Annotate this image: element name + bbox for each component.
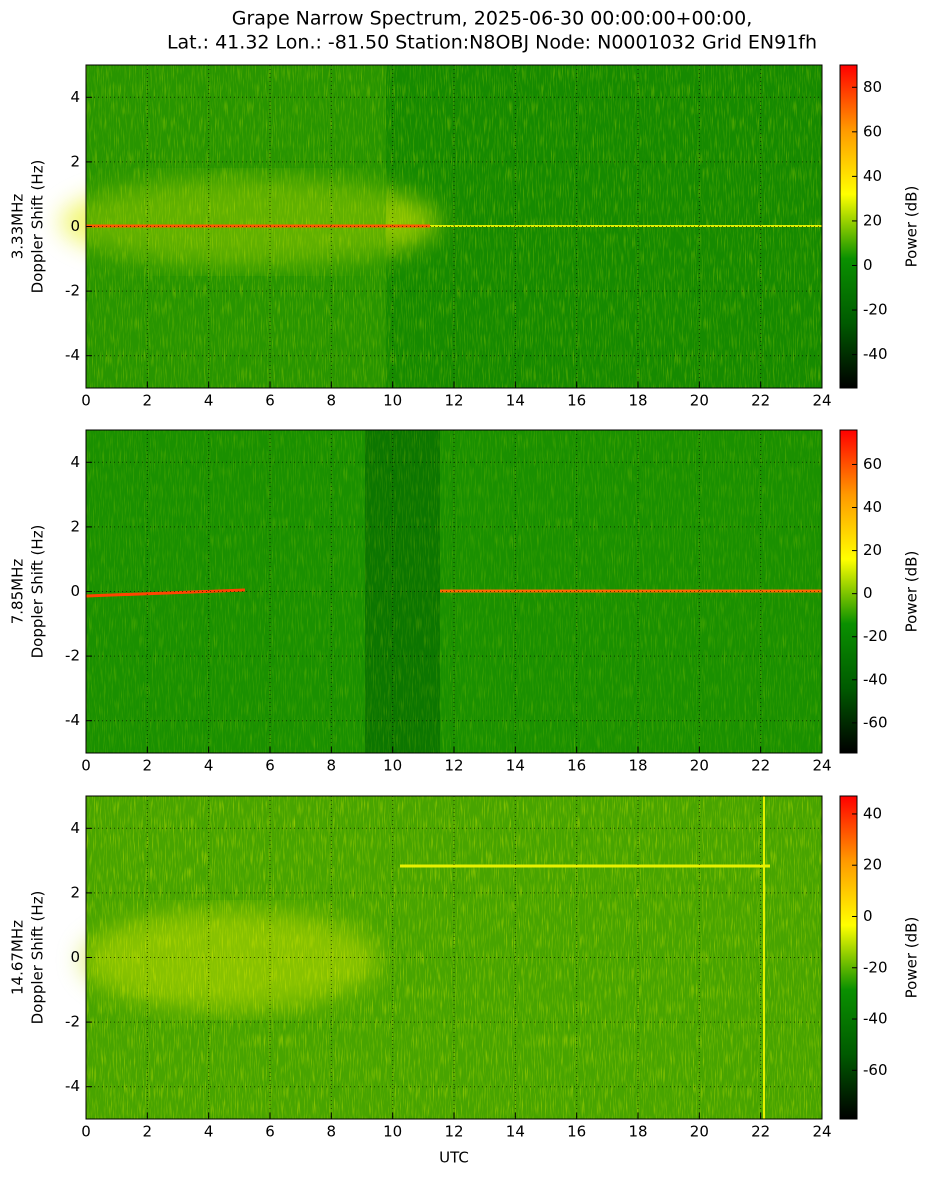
x-tick-label: 8 bbox=[327, 392, 337, 410]
x-tick-label: 8 bbox=[327, 1123, 337, 1141]
x-tick-label: 12 bbox=[444, 1123, 463, 1141]
x-tick-label: 24 bbox=[812, 757, 831, 775]
colorbar-tick-label: -60 bbox=[863, 713, 888, 731]
x-tick-label: 10 bbox=[383, 392, 402, 410]
colorbar-tick-label: -20 bbox=[863, 301, 888, 319]
y-tick-label: -2 bbox=[65, 1013, 80, 1031]
x-tick-label: 2 bbox=[143, 757, 153, 775]
y-tick-label: -4 bbox=[65, 346, 80, 364]
x-tick-label: 6 bbox=[265, 757, 275, 775]
colorbar-tick-label: -40 bbox=[863, 345, 888, 363]
x-tick-label: 12 bbox=[444, 757, 463, 775]
y-tick-label: 2 bbox=[70, 517, 80, 535]
colorbar-tick-label: 0 bbox=[863, 907, 873, 925]
x-tick-label: 2 bbox=[143, 1123, 153, 1141]
colorbar-tick-label: 60 bbox=[863, 455, 882, 473]
y-axis-label: 14.67MHz bbox=[9, 920, 27, 995]
colorbar-tick-label: 40 bbox=[863, 167, 882, 185]
plot-frame bbox=[85, 429, 823, 754]
colorbar-tick-label: -60 bbox=[863, 1061, 888, 1079]
y-axis-label: 7.85MHz bbox=[9, 559, 27, 625]
x-tick-label: 18 bbox=[628, 1123, 647, 1141]
x-tick-label: 20 bbox=[690, 392, 709, 410]
x-tick-label: 22 bbox=[751, 757, 770, 775]
x-tick-label: 20 bbox=[690, 757, 709, 775]
x-tick-label: 12 bbox=[444, 392, 463, 410]
y-tick-label: 0 bbox=[70, 217, 80, 235]
colorbar bbox=[839, 64, 858, 389]
x-tick-label: 0 bbox=[81, 1123, 91, 1141]
y-axis-label: Doppler Shift (Hz) bbox=[29, 160, 47, 294]
y-axis-label: Doppler Shift (Hz) bbox=[29, 525, 47, 659]
colorbar bbox=[839, 795, 858, 1120]
x-tick-label: 16 bbox=[567, 757, 586, 775]
y-tick-label: 4 bbox=[70, 819, 80, 837]
x-tick-label: 14 bbox=[506, 392, 525, 410]
y-tick-label: -2 bbox=[65, 647, 80, 665]
x-tick-label: 0 bbox=[81, 392, 91, 410]
y-tick-label: -4 bbox=[65, 1077, 80, 1095]
plot-frame bbox=[85, 64, 823, 389]
x-tick-label: 18 bbox=[628, 757, 647, 775]
y-tick-label: -2 bbox=[65, 282, 80, 300]
x-tick-label: 14 bbox=[506, 757, 525, 775]
x-tick-label: 22 bbox=[751, 1123, 770, 1141]
x-tick-label: 0 bbox=[81, 757, 91, 775]
x-tick-label: 2 bbox=[143, 392, 153, 410]
x-tick-label: 16 bbox=[567, 1123, 586, 1141]
colorbar-label: Power (dB) bbox=[903, 917, 921, 999]
x-tick-label: 24 bbox=[812, 392, 831, 410]
y-tick-label: 2 bbox=[70, 152, 80, 170]
x-tick-label: 14 bbox=[506, 1123, 525, 1141]
colorbar-tick-label: 40 bbox=[863, 804, 882, 822]
colorbar-label: Power (dB) bbox=[903, 186, 921, 268]
colorbar-tick-label: 0 bbox=[863, 256, 873, 274]
colorbar-tick-label: 60 bbox=[863, 122, 882, 140]
x-tick-label: 4 bbox=[204, 392, 214, 410]
x-axis-label: UTC bbox=[439, 1149, 469, 1167]
plot-frame bbox=[85, 795, 823, 1120]
colorbar-tick-label: 40 bbox=[863, 498, 882, 516]
y-tick-label: 0 bbox=[70, 948, 80, 966]
x-tick-label: 10 bbox=[383, 757, 402, 775]
x-tick-label: 4 bbox=[204, 1123, 214, 1141]
y-tick-label: -4 bbox=[65, 711, 80, 729]
colorbar-tick-label: 20 bbox=[863, 211, 882, 229]
colorbar-tick-label: -40 bbox=[863, 670, 888, 688]
x-tick-label: 4 bbox=[204, 757, 214, 775]
colorbar-tick-label: -20 bbox=[863, 958, 888, 976]
x-tick-label: 6 bbox=[265, 1123, 275, 1141]
title-line: Lat.: 41.32 Lon.: -81.50 Station:N8OBJ N… bbox=[167, 32, 817, 54]
spectrogram-texture bbox=[60, 65, 822, 1119]
y-tick-label: 4 bbox=[70, 453, 80, 471]
colorbar-label: Power (dB) bbox=[903, 551, 921, 633]
colorbar-tick-label: 0 bbox=[863, 584, 873, 602]
title-line: Grape Narrow Spectrum, 2025-06-30 00:00:… bbox=[232, 8, 753, 30]
x-tick-label: 10 bbox=[383, 1123, 402, 1141]
y-tick-label: 4 bbox=[70, 88, 80, 106]
y-axis-label: 3.33MHz bbox=[9, 194, 27, 260]
x-tick-label: 8 bbox=[327, 757, 337, 775]
x-tick-label: 22 bbox=[751, 392, 770, 410]
colorbar-tick-label: 20 bbox=[863, 541, 882, 559]
colorbar-tick-label: 80 bbox=[863, 78, 882, 96]
colorbar bbox=[839, 429, 858, 754]
colorbar-tick-label: -20 bbox=[863, 627, 888, 645]
y-tick-label: 2 bbox=[70, 883, 80, 901]
y-axis-label: Doppler Shift (Hz) bbox=[29, 891, 47, 1025]
x-tick-label: 20 bbox=[690, 1123, 709, 1141]
x-tick-label: 18 bbox=[628, 392, 647, 410]
x-tick-label: 24 bbox=[812, 1123, 831, 1141]
y-tick-label: 0 bbox=[70, 582, 80, 600]
x-tick-label: 6 bbox=[265, 392, 275, 410]
colorbar-tick-label: -40 bbox=[863, 1010, 888, 1028]
x-tick-label: 16 bbox=[567, 392, 586, 410]
colorbar-tick-label: 20 bbox=[863, 856, 882, 874]
